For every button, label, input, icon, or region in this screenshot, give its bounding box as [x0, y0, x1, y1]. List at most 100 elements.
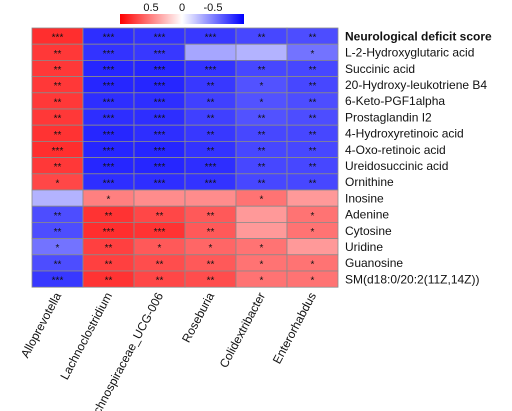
significance-mark: ** [156, 211, 164, 222]
row-label: Ornithine [345, 175, 394, 189]
significance-mark: ** [207, 227, 215, 238]
significance-mark: ** [54, 97, 62, 108]
column-labels: AlloprevotellaLachnoclostridiumLachnospi… [18, 290, 319, 411]
significance-mark: * [311, 227, 315, 238]
significance-mark: *** [154, 81, 166, 92]
significance-mark: ** [54, 259, 62, 270]
significance-mark: ** [258, 114, 266, 125]
significance-mark: *** [103, 178, 115, 189]
significance-mark: *** [52, 276, 64, 287]
significance-mark: ** [156, 276, 164, 287]
color-scale-gradient [120, 14, 244, 24]
significance-mark: ** [105, 243, 113, 254]
significance-mark: ** [54, 162, 62, 173]
significance-mark: ** [258, 178, 266, 189]
color-scale-tick-label: -0.5 [204, 2, 223, 14]
significance-mark: *** [52, 33, 64, 44]
significance-mark: ** [54, 130, 62, 141]
significance-mark: * [260, 81, 264, 92]
row-label: Ureidosuccinic acid [345, 159, 448, 173]
significance-mark: ** [309, 65, 317, 76]
significance-mark: ** [207, 276, 215, 287]
significance-mark: * [107, 195, 111, 206]
significance-mark: *** [52, 146, 64, 157]
significance-mark: * [311, 259, 315, 270]
row-label: Inosine [345, 191, 384, 205]
significance-mark: ** [309, 81, 317, 92]
significance-mark: * [209, 243, 213, 254]
significance-mark: *** [154, 49, 166, 60]
significance-mark: *** [205, 178, 217, 189]
significance-mark: ** [105, 276, 113, 287]
significance-mark: ** [207, 81, 215, 92]
significance-mark: * [56, 243, 60, 254]
row-label: Cytosine [345, 224, 392, 238]
significance-mark: * [260, 259, 264, 270]
row-label: 20-Hydroxy-leukotriene B4 [345, 78, 487, 92]
significance-mark: ** [207, 114, 215, 125]
significance-mark: * [260, 243, 264, 254]
heatmap-cell [286, 238, 339, 256]
significance-mark: *** [103, 114, 115, 125]
significance-mark: * [260, 195, 264, 206]
significance-mark: *** [154, 33, 166, 44]
significance-mark: *** [154, 146, 166, 157]
significance-mark: * [260, 276, 264, 287]
heatmap-cell [286, 189, 339, 207]
significance-mark: ** [54, 65, 62, 76]
heatmap-cell [235, 205, 288, 223]
significance-mark: *** [103, 97, 115, 108]
heatmap-cell [286, 270, 339, 288]
column-label: Lachnoclostridium [57, 290, 115, 382]
row-label: Succinic acid [345, 62, 415, 76]
significance-mark: *** [154, 97, 166, 108]
row-labels: Neurological deficit score L-2-Hydroxyglu… [345, 29, 492, 286]
heatmap-cell [235, 43, 288, 61]
significance-mark: ** [309, 97, 317, 108]
significance-mark: * [260, 97, 264, 108]
significance-mark: ** [54, 227, 62, 238]
significance-mark: ** [309, 162, 317, 173]
significance-mark: *** [103, 81, 115, 92]
color-scale-bar: 0.5 0 -0.5 [120, 2, 244, 24]
significance-mark: ** [309, 130, 317, 141]
significance-mark: ** [207, 97, 215, 108]
column-label: Colidextribacter [217, 290, 269, 370]
significance-mark: ** [54, 49, 62, 60]
significance-mark: *** [205, 162, 217, 173]
significance-mark: ** [207, 211, 215, 222]
row-label: 6-Keto-PGF1alpha [345, 94, 445, 108]
significance-mark: ** [309, 33, 317, 44]
significance-mark: ** [105, 259, 113, 270]
significance-mark: * [311, 49, 315, 60]
significance-mark: *** [103, 33, 115, 44]
significance-mark: *** [154, 178, 166, 189]
significance-mark: ** [309, 114, 317, 125]
significance-mark: *** [205, 65, 217, 76]
color-scale-tick-label: 0.5 [143, 2, 158, 14]
significance-mark: ** [258, 65, 266, 76]
significance-mark: ** [309, 146, 317, 157]
significance-mark: ** [258, 33, 266, 44]
row-label: Prostaglandin I2 [345, 110, 432, 124]
significance-mark: ** [309, 178, 317, 189]
significance-mark: ** [156, 259, 164, 270]
significance-mark: ** [54, 114, 62, 125]
row-label: L-2-Hydroxyglutaric acid [345, 46, 474, 60]
row-label: SM(d18:0/20:2(11Z,14Z)) [345, 272, 480, 286]
significance-mark: ** [258, 130, 266, 141]
significance-mark: * [158, 243, 162, 254]
significance-mark: *** [154, 162, 166, 173]
heatmap-cell [133, 189, 186, 207]
significance-mark: ** [207, 259, 215, 270]
significance-mark: *** [154, 227, 166, 238]
significance-mark: *** [103, 130, 115, 141]
column-label: Alloprevotella [18, 290, 64, 360]
significance-mark: *** [103, 65, 115, 76]
significance-mark: ** [105, 211, 113, 222]
significance-mark: *** [205, 33, 217, 44]
significance-mark: ** [258, 162, 266, 173]
significance-mark: *** [103, 146, 115, 157]
row-label: Guanosine [345, 256, 403, 270]
